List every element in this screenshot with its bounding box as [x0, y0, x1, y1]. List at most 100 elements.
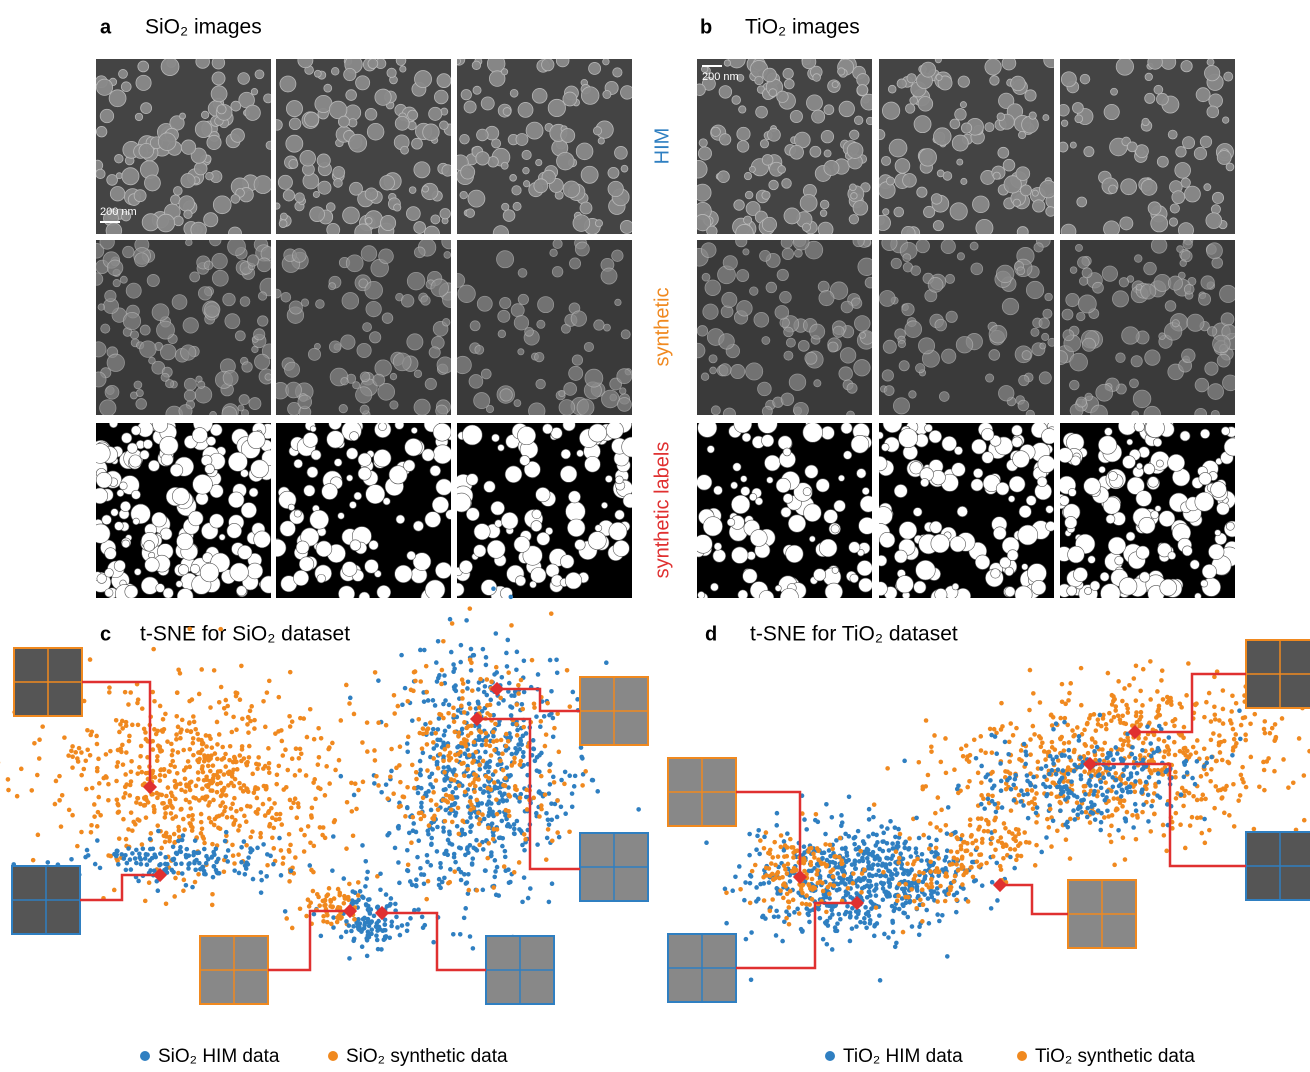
scatter-dot — [516, 691, 521, 696]
scatter-dot — [425, 829, 430, 834]
scatter-dot — [265, 863, 270, 868]
scatter-dot — [508, 704, 513, 709]
scatter-dot — [422, 923, 427, 928]
scatter-dot — [400, 923, 405, 928]
scatter-dot — [70, 813, 75, 818]
scatter-dot — [187, 861, 192, 866]
particle — [859, 578, 873, 592]
scatter-dot — [472, 772, 477, 777]
particle — [1195, 408, 1207, 420]
scatter-dot — [339, 935, 344, 940]
scatter-dot — [503, 849, 508, 854]
scatter-dot — [1034, 820, 1039, 825]
scatter-dot — [979, 780, 984, 785]
particle — [279, 220, 287, 228]
scatter-dot — [252, 726, 257, 731]
scatter-dot — [1023, 762, 1028, 767]
particle — [473, 86, 481, 94]
scatter-dot — [1174, 811, 1179, 816]
scatter-dot — [604, 660, 609, 665]
scatter-dot — [481, 647, 486, 652]
scatter-dot — [69, 749, 74, 754]
scatter-dot — [403, 814, 408, 819]
scatter-dot — [500, 836, 505, 841]
scatter-dot — [507, 681, 512, 686]
scatter-dot — [1231, 727, 1236, 732]
particle — [90, 443, 110, 463]
row-label: synthetic — [651, 288, 673, 367]
scatter-dot — [247, 744, 252, 749]
particle — [1157, 156, 1168, 167]
scatter-dot — [103, 774, 108, 779]
particle — [941, 239, 955, 253]
particle — [520, 455, 530, 465]
particle — [147, 274, 159, 286]
scatter-dot — [288, 670, 293, 675]
particle — [1223, 375, 1239, 391]
scatter-dot — [459, 704, 464, 709]
scatter-dot — [1178, 822, 1183, 827]
scatter-dot — [98, 866, 103, 871]
scatter-dot — [302, 833, 307, 838]
scatter-dot — [467, 888, 472, 893]
particle — [242, 362, 252, 372]
particle — [1172, 320, 1179, 327]
scatter-dot — [393, 902, 398, 907]
scatter-dot — [239, 807, 244, 812]
particle — [723, 256, 737, 270]
particle — [952, 135, 968, 151]
scatter-dot — [393, 846, 398, 851]
scatter-dot — [477, 817, 482, 822]
particle — [204, 213, 218, 227]
scatter-dot — [481, 759, 486, 764]
particle — [235, 331, 245, 341]
particle — [329, 417, 342, 430]
scatter-dot — [1181, 804, 1186, 809]
particle — [810, 146, 821, 157]
scatter-dot — [1211, 731, 1216, 736]
particle — [425, 580, 445, 600]
particle — [784, 327, 794, 337]
scatter-dot — [284, 785, 289, 790]
scatter-dot — [990, 794, 995, 799]
scatter-dot — [509, 623, 514, 628]
particle — [776, 478, 790, 492]
scatter-dot — [239, 664, 244, 669]
particle — [414, 222, 426, 234]
scatter-dot — [289, 806, 294, 811]
scatter-dot — [443, 747, 448, 752]
scatter-dot — [570, 804, 575, 809]
scatter-dot — [421, 732, 426, 737]
particle — [1019, 505, 1031, 517]
scatter-dot — [434, 802, 439, 807]
scatter-dot — [170, 759, 175, 764]
particle — [1018, 131, 1025, 138]
scatter-dot — [317, 903, 322, 908]
scatter-dot — [1141, 667, 1146, 672]
scatter-dot — [316, 895, 321, 900]
particle — [157, 214, 175, 232]
scatter-dot — [54, 779, 59, 784]
particle — [1053, 351, 1067, 365]
particle — [620, 388, 626, 394]
scatter-dot — [1072, 817, 1077, 822]
particle — [615, 510, 625, 520]
scatter-dot — [333, 768, 338, 773]
particle — [832, 81, 838, 87]
scatter-dot — [1032, 732, 1037, 737]
particle — [740, 476, 747, 483]
scatter-dot — [143, 899, 148, 904]
particle — [91, 342, 106, 357]
particle — [526, 122, 543, 139]
scatter-dot — [1105, 808, 1110, 813]
particle — [1120, 217, 1133, 230]
scatter-dot — [147, 858, 152, 863]
scatter-dot — [185, 728, 190, 733]
scatter-dot — [1146, 793, 1151, 798]
particle — [694, 184, 711, 201]
scatter-dot — [160, 728, 165, 733]
scatter-dot — [347, 882, 352, 887]
scatter-dot — [279, 873, 284, 878]
scatter-dot — [242, 814, 247, 819]
scatter-dot — [504, 651, 509, 656]
